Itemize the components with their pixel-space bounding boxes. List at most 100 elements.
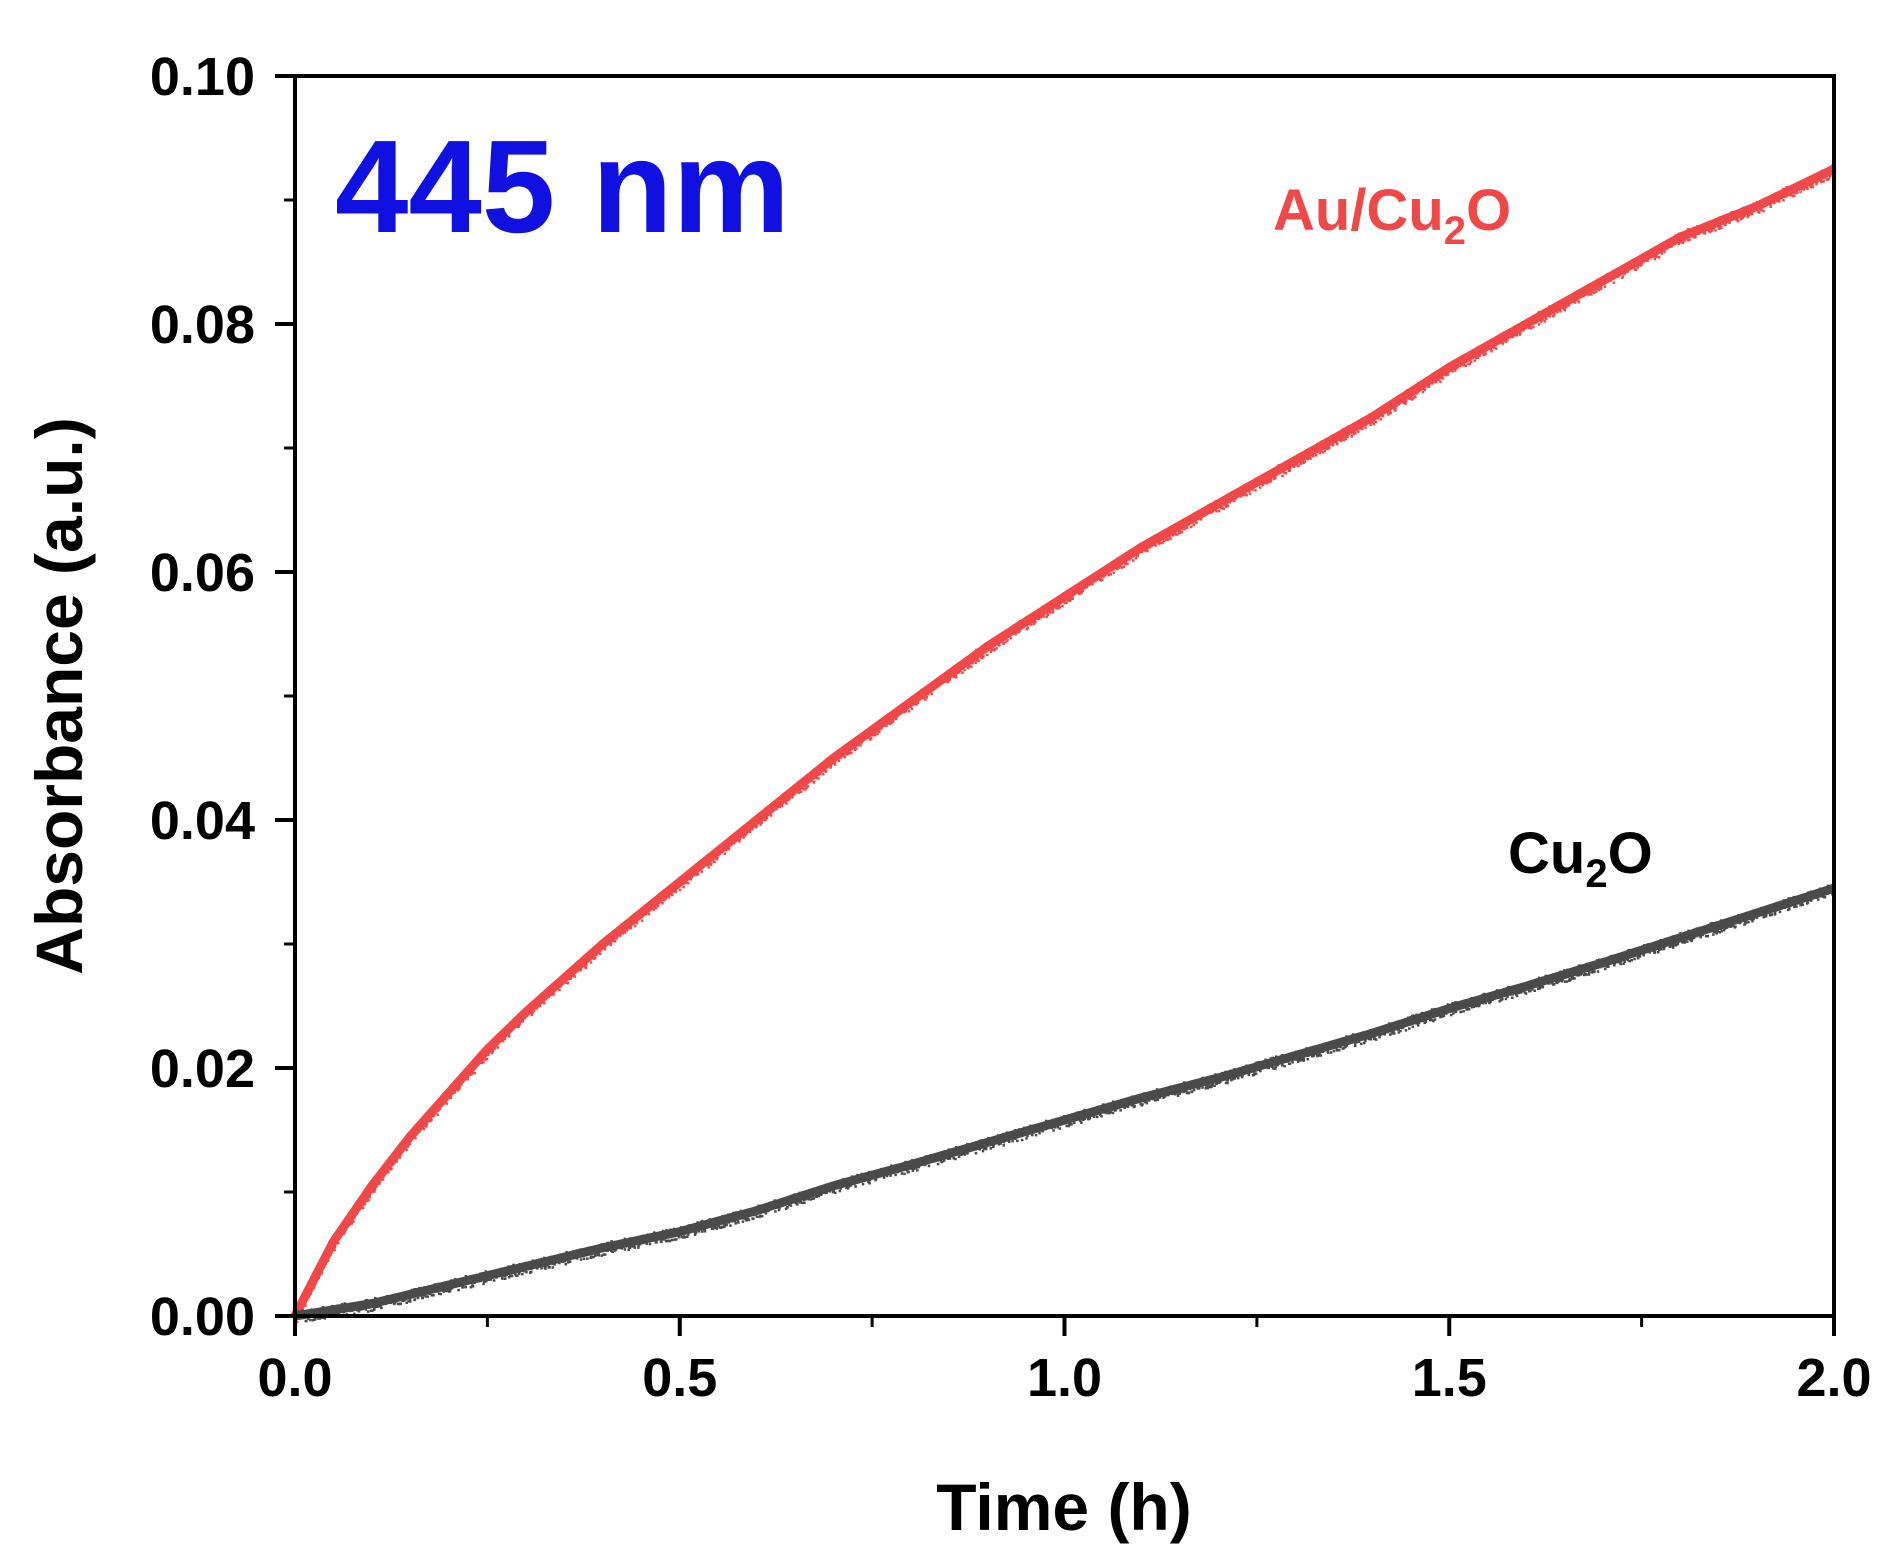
data-point (703, 1228, 706, 1231)
data-point (530, 1013, 533, 1016)
data-point (343, 1226, 347, 1229)
data-point (968, 664, 971, 668)
data-point (1474, 352, 1478, 355)
data-point (663, 1232, 667, 1235)
data-point (507, 1265, 510, 1268)
data-point (627, 918, 631, 921)
data-point (1304, 1047, 1308, 1050)
data-point (960, 1147, 963, 1150)
data-point (745, 828, 749, 831)
data-point (670, 1238, 674, 1242)
data-point (854, 1185, 857, 1188)
data-point (1559, 310, 1562, 313)
data-point (620, 1247, 624, 1250)
data-point (450, 1085, 453, 1089)
data-point (1446, 373, 1450, 376)
data-point (1625, 951, 1629, 955)
data-point (1557, 976, 1560, 979)
data-point (911, 1167, 914, 1170)
data-point (735, 832, 738, 835)
data-point (521, 1020, 525, 1023)
data-point (1740, 918, 1743, 921)
data-point (762, 817, 766, 820)
data-point (837, 759, 841, 763)
data-point (734, 1222, 737, 1225)
data-point (1766, 200, 1769, 204)
data-point (440, 1289, 443, 1292)
data-point (733, 837, 737, 840)
data-point (763, 813, 766, 817)
data-point (1211, 509, 1215, 513)
data-point (868, 730, 871, 733)
data-point (1732, 917, 1736, 920)
data-point (698, 1223, 701, 1226)
data-point (866, 731, 870, 734)
data-point (670, 890, 674, 893)
data-point (410, 1137, 414, 1140)
data-point (419, 1291, 422, 1295)
data-point (1268, 478, 1271, 481)
data-point (506, 1028, 510, 1031)
data-point (748, 1210, 751, 1214)
data-point (1827, 168, 1831, 172)
data-point (605, 936, 609, 940)
data-point (625, 929, 629, 932)
data-point (674, 888, 678, 891)
data-point (1080, 584, 1083, 588)
data-point (1428, 376, 1431, 380)
data-point (1497, 338, 1500, 342)
data-point (1609, 276, 1612, 279)
data-point (889, 1166, 892, 1169)
data-point (1568, 301, 1572, 305)
data-point (1733, 214, 1736, 217)
data-point (1180, 527, 1184, 531)
data-point (350, 1212, 354, 1216)
data-point (514, 1270, 517, 1273)
data-point (1752, 209, 1756, 212)
data-point (673, 1238, 676, 1241)
data-point (876, 1169, 880, 1172)
data-point (1663, 250, 1666, 254)
data-point (672, 1227, 676, 1231)
data-point (1155, 1094, 1158, 1098)
data-point (971, 658, 974, 661)
data-point (956, 1147, 959, 1150)
data-point (739, 1217, 742, 1220)
data-point (426, 1289, 430, 1292)
data-point (1200, 1080, 1203, 1083)
data-point (1309, 457, 1312, 460)
data-point (992, 1143, 996, 1147)
data-point (1689, 231, 1692, 234)
data-point (347, 1308, 351, 1311)
data-point (1670, 244, 1673, 247)
data-point (497, 1040, 500, 1043)
data-point (1404, 402, 1407, 405)
data-point (363, 1203, 366, 1206)
data-point (987, 643, 990, 646)
data-point (958, 1153, 961, 1156)
data-point (1773, 200, 1776, 203)
data-point (538, 1004, 542, 1008)
data-point (1205, 505, 1208, 509)
data-point (551, 1266, 554, 1269)
data-point (1188, 1085, 1191, 1088)
data-point (1224, 1070, 1227, 1074)
data-point (1430, 376, 1434, 380)
data-point (899, 1163, 902, 1167)
data-point (1472, 1005, 1475, 1009)
data-point (1187, 523, 1190, 526)
data-point (1552, 315, 1555, 318)
data-point (1299, 1050, 1303, 1053)
data-point (1265, 1065, 1268, 1068)
data-point (1025, 1137, 1028, 1140)
data-point (1581, 290, 1584, 294)
data-point (633, 924, 637, 928)
data-point (867, 1179, 870, 1182)
data-point (1007, 1137, 1010, 1140)
data-point (990, 1142, 993, 1145)
data-point (1433, 376, 1436, 380)
data-point (582, 1250, 585, 1254)
data-point (862, 736, 865, 740)
data-point (902, 706, 905, 709)
data-point (1326, 1045, 1329, 1048)
